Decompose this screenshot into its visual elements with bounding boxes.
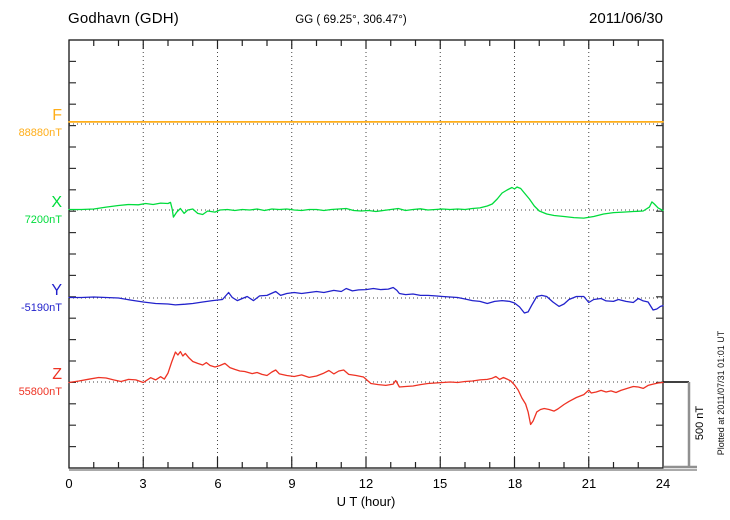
x-tick-label-0: 0 [65, 476, 73, 491]
x-tick-label-18: 18 [507, 476, 523, 491]
component-letter-X: X [51, 194, 62, 211]
x-tick-label-3: 3 [139, 476, 147, 491]
scale-bar-label: 500 nT [694, 405, 706, 441]
component-letter-Y: Y [51, 282, 62, 299]
component-label-Z: Z 55800nT [0, 367, 62, 398]
x-tick-label-21: 21 [581, 476, 597, 491]
x-tick-label-6: 6 [214, 476, 222, 491]
component-baseline-F: 88880nT [18, 127, 62, 139]
trace-X [68, 186, 664, 219]
component-label-F: F 88880nT [0, 108, 62, 139]
component-label-X: X 7200nT [0, 195, 62, 226]
plotted-at-note: Plotted at 2011/07/31 01:01 UT [716, 330, 726, 456]
x-tick-label-12: 12 [358, 476, 374, 491]
plot-date: 2011/06/30 [589, 10, 663, 27]
station-title: Godhavn (GDH) [68, 10, 179, 27]
trace-Z [68, 350, 664, 426]
component-label-Y: Y -5190nT [0, 283, 62, 314]
component-baseline-Y: -5190nT [21, 302, 62, 314]
x-tick-label-15: 15 [432, 476, 448, 491]
x-tick-label-24: 24 [655, 476, 671, 491]
component-baseline-X: 7200nT [24, 214, 62, 226]
component-baseline-Z: 55800nT [18, 386, 62, 398]
x-tick-label-9: 9 [288, 476, 296, 491]
component-letter-Z: Z [52, 366, 62, 383]
trace-Y [68, 286, 664, 314]
station-coordinates: GG ( 69.25°, 306.47°) [295, 14, 407, 26]
x-axis-title: U T (hour) [336, 494, 396, 509]
component-letter-F: F [52, 107, 62, 124]
